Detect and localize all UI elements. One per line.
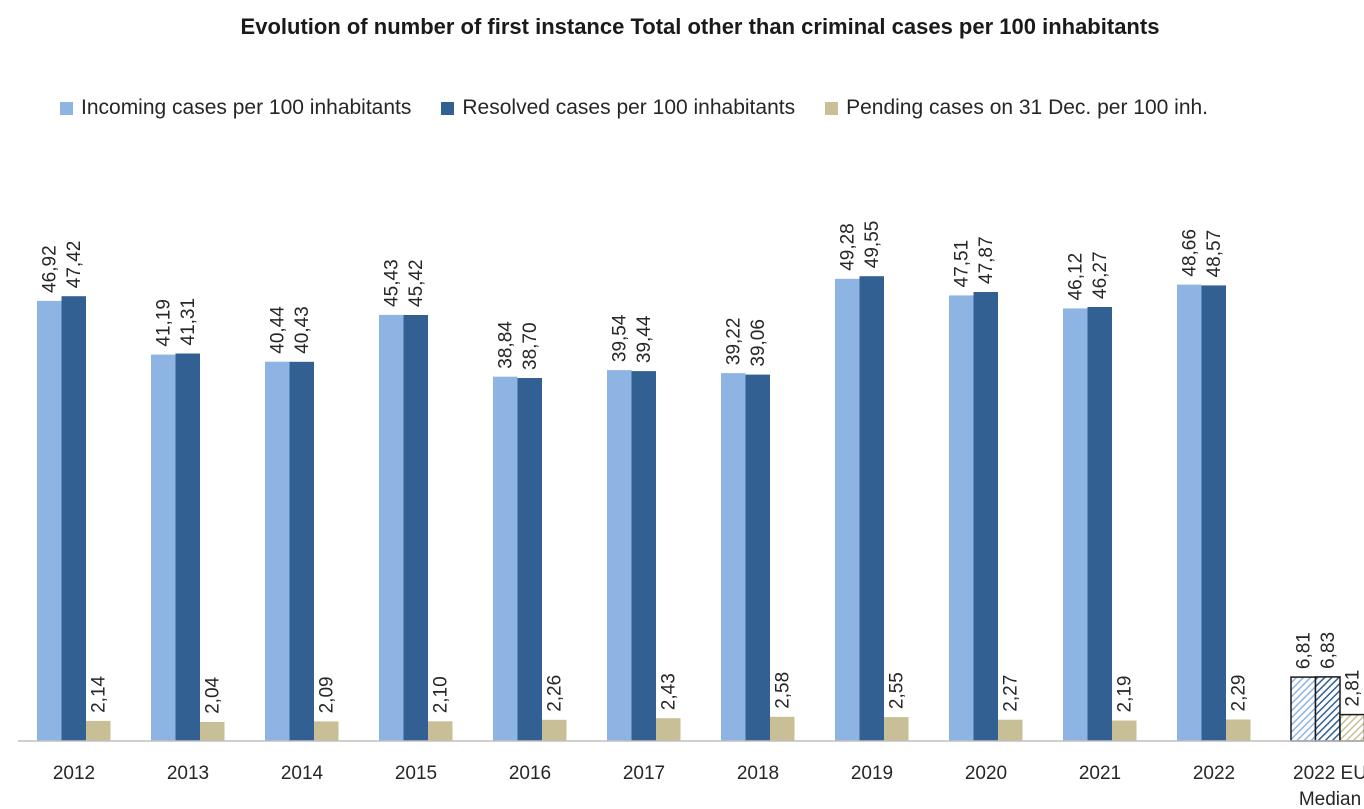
bar-pending-1 [200,721,225,741]
value-label-pending-5: 2,43 [658,673,679,710]
bar-incoming-10 [1177,284,1202,741]
value-label-resolved-3: 45,42 [406,259,427,307]
bar-incoming-6 [721,373,746,741]
value-label-incoming-0: 46,92 [39,245,60,293]
bar-incoming-7 [835,278,860,741]
value-label-resolved-9: 46,27 [1090,251,1111,299]
value-label-pending-1: 2,04 [202,676,223,713]
value-label-resolved-8: 47,87 [976,236,997,284]
value-label-pending-7: 2,55 [886,672,907,709]
bar-resolved-11 [1314,676,1341,742]
bar-incoming-3 [379,314,404,741]
legend-swatch-pending [825,101,839,115]
bar-resolved-7 [859,276,884,741]
bar-resolved-4 [517,378,542,741]
value-label-pending-6: 2,58 [772,672,793,709]
value-label-pending-4: 2,26 [544,675,565,712]
bar-pending-9 [1112,720,1137,741]
legend-label-resolved: Resolved cases per 100 inhabitants [462,96,796,119]
value-label-incoming-9: 46,12 [1065,253,1086,301]
bar-pending-4 [542,719,567,741]
value-label-resolved-0: 47,42 [64,241,85,289]
value-label-incoming-6: 39,22 [723,318,744,366]
bars-layer [37,276,1364,742]
bar-pending-7 [884,717,909,741]
bar-resolved-3 [403,315,428,741]
category-label-0: 2012 [53,763,95,784]
bar-resolved-6 [745,374,770,741]
bar-incoming-5 [607,370,632,741]
bar-incoming-9 [1063,308,1088,741]
bar-pending-0 [86,720,111,741]
bar-pending-8 [998,719,1023,741]
bar-resolved-0 [61,296,86,741]
legend-item-incoming: Incoming cases per 100 inhabitants [60,96,411,120]
chart-title: Evolution of number of first instance To… [240,14,1160,39]
category-label-5: 2017 [623,763,665,784]
value-label-pending-10: 2,29 [1228,675,1249,712]
category-label-11: 2022 EU Median [1293,763,1364,809]
bar-pending-10 [1226,719,1251,741]
bar-incoming-2 [265,361,290,741]
value-label-pending-0: 2,14 [88,675,109,712]
value-label-pending-3: 2,10 [430,676,451,713]
bar-incoming-0 [37,300,62,741]
value-label-incoming-8: 47,51 [951,240,972,288]
category-label-10: 2022 [1193,763,1235,784]
legend-label-pending: Pending cases on 31 Dec. per 100 inh. [846,96,1209,119]
legend-item-resolved: Resolved cases per 100 inhabitants [441,96,795,120]
value-label-resolved-2: 40,43 [292,306,313,354]
category-label-1: 2013 [167,763,209,784]
value-label-resolved-6: 39,06 [748,319,769,367]
value-label-incoming-5: 39,54 [609,314,630,362]
value-label-resolved-4: 38,70 [520,322,541,370]
value-label-pending-11: 2,81 [1342,670,1363,707]
labels-layer: 46,92 47,42 2,14 2012 41,19 41,31 2,04 2013 40,4… [39,221,1364,809]
bar-resolved-10 [1201,285,1226,741]
value-label-incoming-2: 40,44 [267,306,288,354]
value-label-incoming-1: 41,19 [153,299,174,347]
category-label-9: 2021 [1079,763,1121,784]
bar-resolved-8 [973,292,998,741]
bar-pending-6 [770,716,795,741]
value-label-incoming-4: 38,84 [495,321,516,369]
bar-pending-11 [1339,713,1364,742]
category-label-4: 2016 [509,763,551,784]
category-label-7: 2019 [851,763,893,784]
value-label-incoming-11: 6,81 [1293,632,1314,669]
category-label-8: 2020 [965,763,1007,784]
category-label-3: 2015 [395,763,437,784]
bar-resolved-5 [631,371,656,741]
bar-incoming-8 [949,295,974,741]
bar-resolved-9 [1087,307,1112,741]
value-label-resolved-1: 41,31 [178,298,199,346]
bar-pending-3 [428,721,453,741]
bar-incoming-11 [1290,676,1317,742]
value-label-resolved-11: 6,83 [1318,632,1339,669]
category-label-6: 2018 [737,763,779,784]
value-label-incoming-10: 48,66 [1179,229,1200,277]
value-label-resolved-5: 39,44 [634,315,655,363]
value-label-pending-9: 2,19 [1114,676,1135,713]
value-label-incoming-7: 49,28 [837,223,858,271]
value-label-resolved-10: 48,57 [1204,230,1225,278]
legend-label-incoming: Incoming cases per 100 inhabitants [81,96,412,119]
bar-pending-5 [656,718,681,741]
value-label-pending-8: 2,27 [1000,675,1021,712]
category-label-2: 2014 [281,763,324,784]
legend-swatch-incoming [60,101,73,115]
legend-swatch-resolved [441,101,455,115]
bar-pending-2 [314,721,339,741]
bar-resolved-1 [175,353,200,741]
value-label-resolved-7: 49,55 [862,221,883,269]
value-label-incoming-3: 45,43 [381,259,402,307]
legend: Incoming cases per 100 inhabitants Resol… [60,96,1364,120]
bar-incoming-4 [493,376,518,741]
bar-incoming-1 [151,354,176,741]
legend-item-pending: Pending cases on 31 Dec. per 100 inh. [825,96,1208,120]
value-label-pending-2: 2,09 [316,676,337,713]
bar-resolved-2 [289,361,314,741]
